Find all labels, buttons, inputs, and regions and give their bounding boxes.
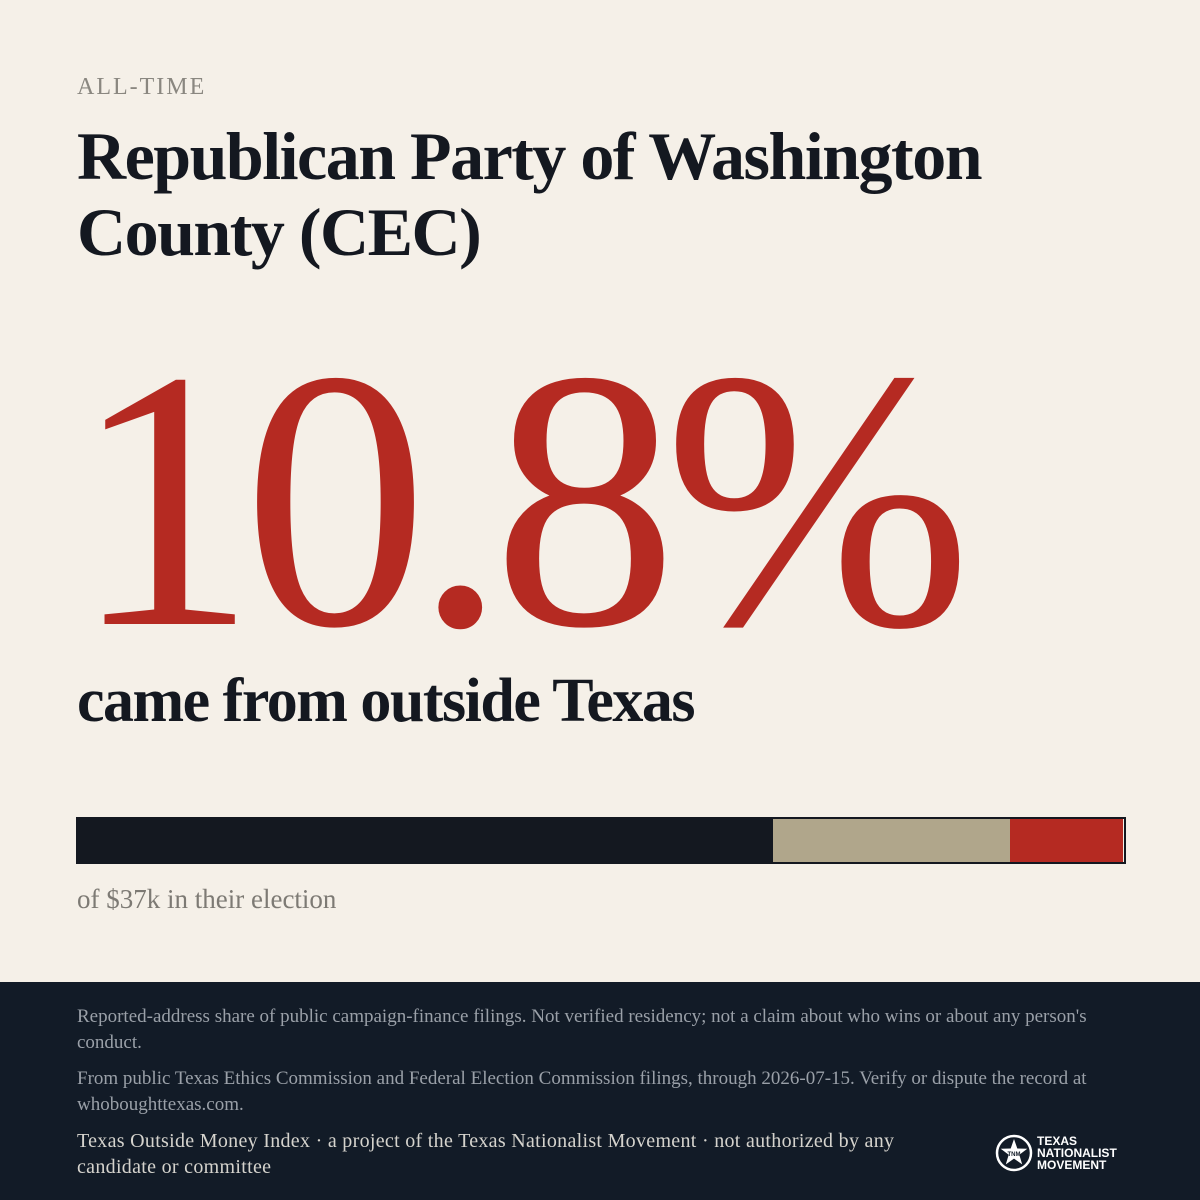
committee-title: Republican Party of Washington County (C… (77, 118, 983, 270)
source-note: From public Texas Ethics Commission and … (77, 1068, 1087, 1115)
brand-line-1: TEXAS (1037, 1134, 1078, 1148)
brand-line-3: MOVEMENT (1037, 1158, 1107, 1172)
bar-segment-dark (78, 819, 773, 862)
tnm-brand: TNM TEXAS NATIONALIST MOVEMENT (994, 1131, 1134, 1175)
brand-wordmark: TEXAS NATIONALIST MOVEMENT (1037, 1135, 1117, 1171)
brand-line-2: NATIONALIST (1037, 1146, 1117, 1160)
bar-segment-out-of-state (1009, 819, 1123, 862)
stat-caption: came from outside Texas (77, 667, 696, 735)
funding-share-bar (76, 817, 1126, 864)
star-seal-icon: TNM (995, 1134, 1033, 1172)
credit-line: Texas Outside Money Index · a project of… (77, 1130, 895, 1178)
bar-segment-tan (772, 819, 1010, 862)
time-range-label: ALL-TIME (77, 74, 207, 100)
svg-text:TNM: TNM (1008, 1152, 1021, 1158)
bar-caption: of $37k in their election (77, 884, 337, 914)
out-of-state-percentage: 10.8% (72, 295, 972, 705)
disclaimer-note: Reported-address share of public campaig… (77, 1006, 1087, 1053)
